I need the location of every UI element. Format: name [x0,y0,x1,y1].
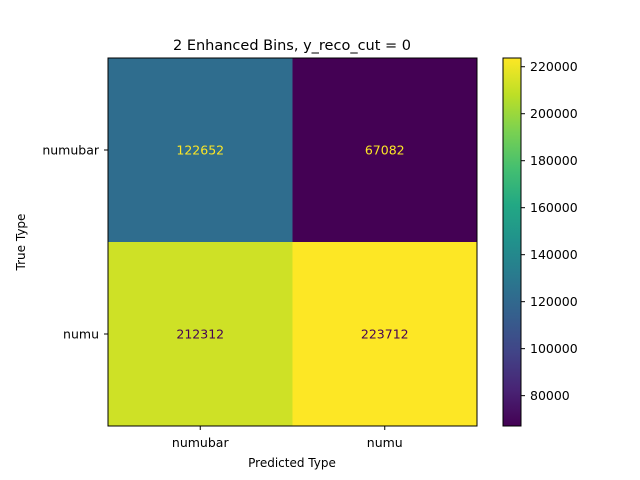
heatmap-cell [292,242,477,426]
x-tick-label: numubar [172,435,230,450]
x-tick-label: numu [367,435,403,450]
colorbar-tick-label: 220000 [530,59,578,74]
heatmap-cells: 122652 67082 212312 223712 [108,58,477,426]
colorbar-ticks: 80000 100000 120000 140000 160000 180000 20000… [521,59,578,403]
heatmap-cell [108,242,293,426]
cell-value-label: 223712 [361,327,409,342]
plot-frame [107,57,478,427]
y-axis-ticks: numubar numu [42,143,108,342]
colorbar-tick-label: 120000 [530,294,578,309]
heatmap-cell [108,58,293,242]
cell-value-label: 212312 [176,327,224,342]
colorbar-tick-label: 160000 [530,200,578,215]
heatmap-cell [292,58,477,242]
cell-value-label: 67082 [365,143,405,158]
colorbar-tick-label: 180000 [530,153,578,168]
colorbar-tick-label: 80000 [530,388,570,403]
x-axis-label: Predicted Type [248,456,336,470]
colorbar-tick-label: 140000 [530,247,578,262]
y-tick-label: numu [63,327,99,342]
x-axis-ticks: numubar numu [172,426,403,450]
cell-value-label: 122652 [176,143,224,158]
colorbar-tick-label: 200000 [530,106,578,121]
colorbar [502,57,522,427]
colorbar-tick-label: 100000 [530,341,578,356]
y-axis-label: True Type [14,214,28,272]
y-tick-label: numubar [42,143,100,158]
chart-title: 2 Enhanced Bins, y_reco_cut = 0 [173,38,411,54]
